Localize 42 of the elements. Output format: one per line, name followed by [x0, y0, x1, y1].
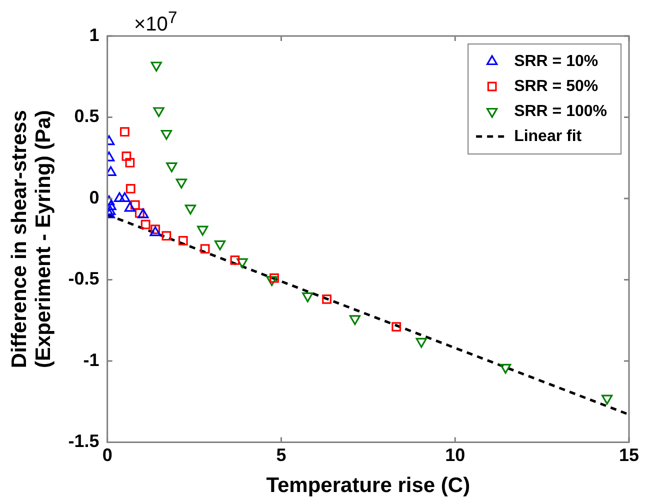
text: ×10$^{7}$	[134, 8, 178, 37]
x-tick-label: 0	[102, 444, 112, 465]
point	[200, 244, 210, 254]
point	[214, 240, 226, 250]
point	[162, 231, 172, 241]
point	[120, 127, 130, 137]
point	[178, 236, 188, 246]
legend-label: SRR = 10%	[514, 52, 598, 70]
point	[266, 276, 278, 286]
point	[107, 205, 116, 216]
point	[322, 294, 332, 304]
y-tick-label: -1.5	[68, 431, 100, 452]
point	[392, 322, 402, 332]
point	[602, 394, 613, 405]
point	[107, 200, 116, 210]
point	[270, 273, 279, 283]
point	[349, 315, 361, 326]
point	[122, 152, 132, 161]
y-tick-label: 1	[89, 24, 100, 45]
point	[500, 364, 512, 374]
point	[125, 158, 135, 168]
point	[107, 166, 116, 176]
y-tick-label: -1	[83, 350, 100, 370]
y-axis-title: Difference in shear-stress (Experiment - Eyring) (Pa)	[8, 110, 56, 368]
y-tick-label: -0.5	[68, 268, 100, 289]
point	[134, 208, 144, 218]
point	[302, 292, 314, 302]
point	[126, 184, 136, 194]
x-tick-label: 15	[618, 444, 640, 465]
legend-label: SRR = 100%	[514, 102, 607, 120]
x-tick-label: 5	[276, 444, 286, 465]
x-axis-title: Temperature rise (C)	[266, 474, 470, 498]
point	[130, 200, 140, 210]
y-tick-label: 0.5	[74, 106, 100, 126]
legend-label: SRR = 50%	[514, 78, 598, 95]
point	[140, 220, 150, 230]
point	[416, 338, 427, 348]
point	[236, 258, 248, 268]
point	[230, 256, 240, 265]
y-tick-label: 0	[89, 187, 100, 208]
legend-label: Linear fit	[514, 128, 582, 145]
x-tick-label: 10	[445, 444, 466, 465]
